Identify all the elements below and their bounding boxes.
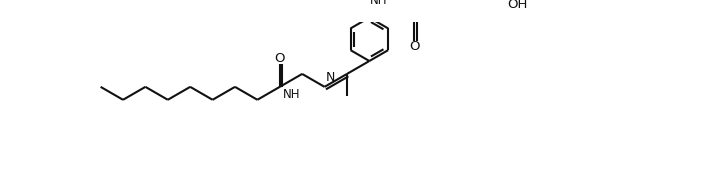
Text: N: N: [326, 71, 336, 84]
Text: OH: OH: [508, 0, 528, 11]
Text: NH: NH: [283, 88, 301, 101]
Text: O: O: [409, 40, 419, 53]
Text: O: O: [274, 52, 285, 65]
Text: NH: NH: [370, 0, 388, 7]
